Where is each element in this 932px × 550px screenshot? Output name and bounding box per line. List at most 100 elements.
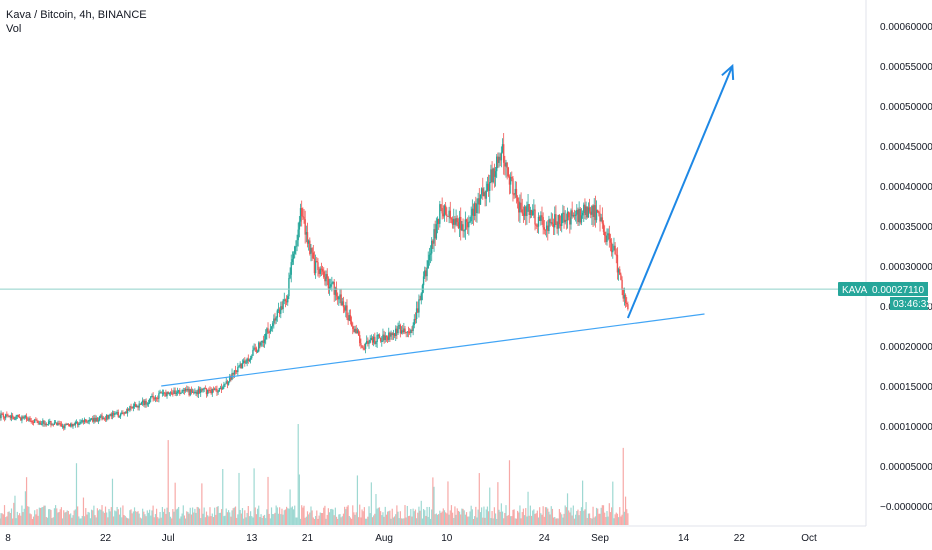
candle-body (22, 416, 24, 418)
candle-body (493, 168, 496, 177)
volume-bar (122, 505, 124, 525)
volume-bar (624, 496, 627, 525)
volume-bar (25, 477, 28, 525)
volume-bar (217, 506, 219, 525)
candle-body (304, 219, 306, 235)
candle-body (263, 339, 266, 343)
symbol-title[interactable]: Kava / Bitcoin, 4h, BINANCE (6, 9, 147, 21)
volume-bar (203, 507, 205, 525)
candle-body (114, 413, 116, 415)
volume-bar (267, 476, 269, 525)
volume-bar (223, 516, 225, 525)
candle-body (376, 334, 378, 342)
candle-body (109, 414, 111, 416)
candle-body (229, 376, 231, 382)
volume-bar (497, 482, 499, 525)
candle-body (528, 204, 530, 215)
candle-body (593, 205, 595, 217)
volume-bar (608, 503, 610, 525)
candle-body (443, 205, 446, 217)
volume-bar (59, 509, 61, 525)
volume-bar (451, 512, 454, 525)
volume-bar (615, 512, 617, 525)
support-trendline[interactable] (161, 313, 705, 387)
candle-body (441, 208, 443, 214)
candle-body (570, 210, 572, 225)
candle-body (132, 406, 135, 409)
candle-body (558, 214, 561, 225)
candle-body (54, 422, 57, 424)
candle-body (347, 318, 349, 321)
volume-bar (406, 505, 408, 525)
volume-bar (191, 507, 194, 525)
price-tick-label: 0.00040000 (880, 182, 932, 193)
volume-bar (378, 507, 381, 525)
volume-bar (258, 505, 260, 525)
volume-bar (325, 518, 327, 525)
countdown-value: 03:46:32 (893, 299, 932, 310)
candle-body (297, 229, 299, 241)
volume-bar (30, 514, 32, 525)
candle-body (439, 204, 441, 224)
candle-body (166, 391, 168, 397)
candle-body (112, 412, 115, 415)
candle-body (195, 391, 197, 393)
candle-body (504, 162, 506, 167)
candle-body (535, 224, 537, 226)
volume-bar (162, 511, 165, 525)
candle-body (571, 210, 573, 217)
volume-bar (400, 518, 403, 525)
projection-arrow-head[interactable] (721, 63, 735, 81)
candle-body (602, 223, 605, 232)
candle-body (276, 310, 279, 318)
candle-body (508, 176, 511, 185)
candle-body (601, 217, 604, 224)
volume-label[interactable]: Vol (6, 23, 22, 35)
candle-body (27, 419, 29, 421)
price-axis[interactable]: 0.00060000 0.00055000 0.00050000 0.00045000… (880, 22, 932, 513)
volume-bar (427, 516, 429, 525)
volume-bar (145, 516, 147, 525)
candle-body (76, 422, 79, 425)
candle-body (345, 305, 347, 311)
volume-bar (528, 515, 530, 525)
volume-bar (484, 517, 486, 525)
candle-body (385, 335, 388, 338)
volume-bar (261, 517, 263, 525)
volume-bar (587, 513, 590, 525)
projection-arrow-shaft[interactable] (626, 65, 734, 319)
candle-body (332, 282, 334, 284)
volume-bar (306, 511, 309, 525)
volume-bar (183, 515, 186, 525)
candle-body (215, 388, 217, 390)
candle-body (496, 156, 498, 172)
candle-body (225, 381, 227, 384)
candle-body (168, 392, 171, 395)
candle-body (242, 360, 245, 363)
volume-bar (572, 505, 574, 525)
candle-body (21, 416, 23, 421)
candle-body (124, 411, 126, 414)
candle-body (17, 415, 20, 418)
volume-bar (130, 509, 132, 525)
volume-bar (292, 509, 295, 525)
candle-body (420, 293, 422, 301)
volume-bar (374, 513, 376, 525)
volume-bar (418, 506, 420, 525)
volume-bar (297, 424, 299, 525)
time-axis[interactable]: 8 22 Jul 13 21 Aug 10 24 Sep 14 22 Oct (5, 533, 817, 544)
volume-bar (327, 508, 329, 525)
candle-body (105, 414, 108, 420)
volume-bar (364, 518, 367, 525)
volume-bar (405, 517, 407, 525)
candle-body (45, 423, 48, 426)
candle-body (569, 217, 571, 225)
volume-bar (227, 510, 230, 525)
volume-bar (487, 511, 490, 525)
volume-bar (303, 505, 305, 525)
volume-bar (251, 516, 253, 525)
volume-bar (432, 477, 434, 525)
projection-arrow[interactable] (626, 63, 735, 319)
candle-body (144, 400, 146, 406)
